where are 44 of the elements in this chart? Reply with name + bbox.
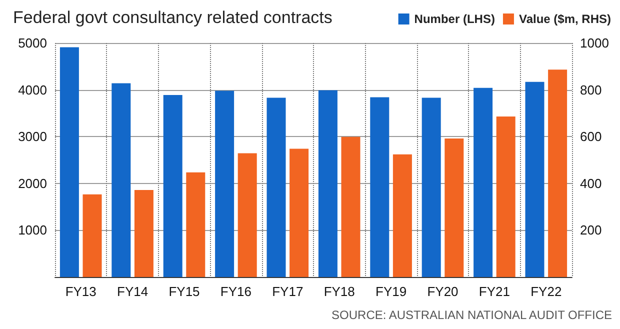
x-tick-label: FY16 [220,284,252,299]
x-tick-label: FY20 [427,284,458,299]
bar [474,88,493,277]
bar [496,116,516,277]
y-tick-label: 5000 [18,36,47,50]
x-tick-label: FY13 [65,284,96,299]
bar [318,90,338,277]
chart-title: Federal govt consultancy related contracts [13,8,332,27]
bar [134,190,154,277]
bar [422,98,441,277]
bar [444,138,464,277]
y2-tick-label: 1000 [580,36,609,50]
source-note: SOURCE: AUSTRALIAN NATIONAL AUDIT OFFICE [332,308,612,322]
y2-tick-label: 800 [580,82,602,98]
legend-label: Number (LHS) [414,12,495,26]
bar [82,194,102,277]
x-tick-label: FY14 [117,284,148,299]
bar [238,153,257,277]
bar [341,136,360,277]
x-tick-label: FY22 [530,284,562,299]
y2-tick-label: 200 [580,222,602,238]
bar [163,94,182,277]
bar [392,154,412,277]
bar [548,70,568,277]
y-tick-label: 3000 [18,129,47,144]
x-tick-label: FY17 [272,284,304,299]
bar [60,47,79,277]
y-tick-label: 4000 [18,82,47,98]
y-tick-label: 1000 [18,222,47,238]
bar [112,83,131,277]
bar [370,97,390,277]
x-tick-label: FY21 [478,284,510,299]
bar [215,90,234,277]
x-tick-label: FY19 [376,284,407,299]
bar [186,172,206,277]
legend-label: Value ($m, RHS) [518,12,612,26]
y-tick-label: 2000 [18,176,47,191]
x-tick-label: FY15 [168,284,200,299]
bar [266,98,286,277]
y2-tick-label: 600 [580,129,602,144]
bar [290,148,309,277]
bar [525,82,544,277]
x-tick-label: FY18 [324,284,355,299]
y2-tick-label: 400 [580,176,602,191]
